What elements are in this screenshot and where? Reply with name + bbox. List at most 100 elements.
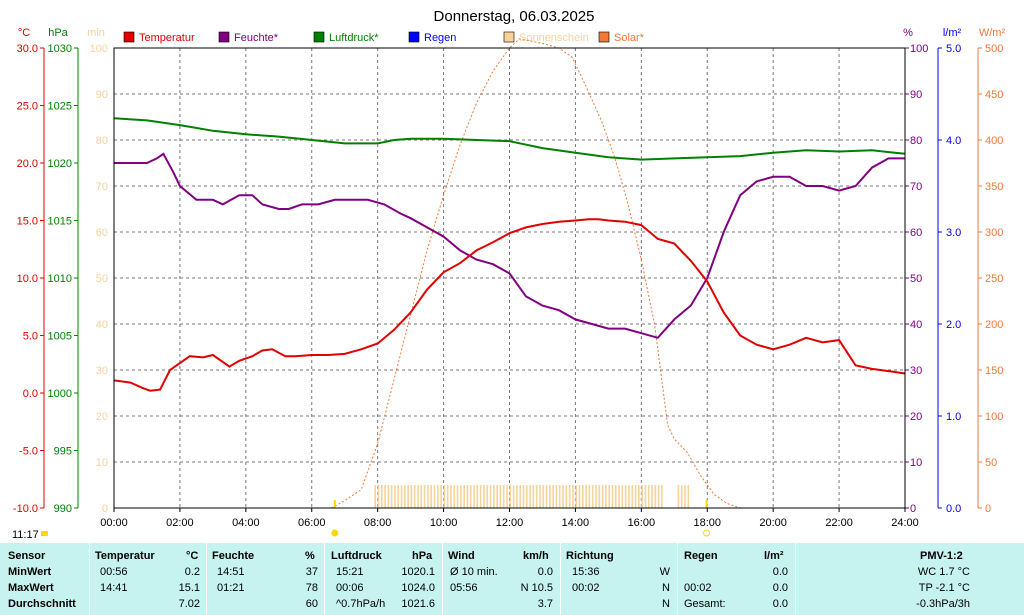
sensor-header: Sensor: [8, 550, 46, 562]
chart-legend: Temperatur Feuchte* Luftdruck* Regen Sonnens…: [123, 31, 645, 44]
sunshine-bar: [634, 485, 637, 508]
stat-dir-time: 15:36: [572, 566, 600, 578]
sunshine-bar: [496, 485, 498, 508]
sunshine-bar: [446, 485, 449, 508]
time-marker: [41, 531, 48, 536]
sunshine-bar: [476, 485, 479, 508]
pressure-tick-label: 995: [54, 446, 72, 458]
sunshine-bar: [489, 485, 492, 508]
sun-markers: [331, 500, 711, 537]
stat-hum-val: 78: [305, 582, 318, 594]
solar-tick-label: 250: [985, 273, 1003, 285]
axis-ticks: 30.025.020.015.010.05.00.0-5.0-10.010301…: [13, 43, 1003, 529]
pressure-unit: hPa: [412, 550, 433, 562]
temp-tick-label: 0.0: [23, 388, 38, 400]
sunshine-bar: [443, 485, 446, 508]
solar-tick-label: 0: [985, 503, 991, 515]
sunshine-bar: [440, 485, 442, 508]
axes-titles: °C hPa min % l/m² W/m²: [18, 27, 1006, 39]
rain-tick-label: 5.0: [946, 43, 961, 55]
series-feuchte-line: [114, 152, 905, 339]
sunshine-bar: [377, 485, 380, 508]
stat-hum-val: 37: [305, 566, 318, 578]
sunshine-bar: [473, 485, 475, 508]
x-tick-label: 08:00: [364, 517, 392, 529]
sunshine-bar: [413, 485, 416, 508]
sunshine-bar: [532, 485, 535, 508]
sunshine-bar: [486, 485, 489, 508]
stat-press-time: 00:06: [336, 582, 364, 594]
sunshine-bar: [621, 485, 624, 508]
sunshine-bar: [483, 485, 485, 508]
sunshine-bar: [585, 485, 587, 508]
stat-label: MinWert: [8, 566, 52, 578]
stat-dir-val: N: [662, 582, 670, 594]
time-label: 11:17: [12, 529, 39, 541]
sunshine-bar: [394, 485, 396, 508]
sun-tick-label: 70: [96, 181, 108, 193]
temp-tick-label: -10.0: [13, 503, 38, 515]
legend-swatch: [408, 31, 420, 43]
sunshine-bar: [506, 485, 508, 508]
sun-tick-label: 60: [96, 227, 108, 239]
sunshine-bar: [562, 485, 564, 508]
sunshine-bar: [684, 485, 686, 508]
stat-wind-val: N 10.5: [520, 582, 553, 594]
legend-swatch: [313, 31, 325, 43]
rain-tick-label: 4.0: [946, 135, 961, 147]
temp-unit: °C: [186, 550, 199, 562]
x-tick-label: 10:00: [430, 517, 458, 529]
stat-hum-time: 14:51: [217, 566, 245, 578]
pressure-tick-label: 990: [54, 503, 72, 515]
sunshine-bar: [654, 485, 657, 508]
humidity-tick-label: 30: [910, 365, 922, 377]
stat-rain-val: 0.0: [772, 582, 788, 594]
pressure-tick-label: 1030: [48, 43, 72, 55]
plot-frame: [113, 47, 906, 509]
rain-tick-label: 2.0: [946, 319, 961, 331]
sunshine-bar: [555, 485, 558, 508]
sunshine-bar: [611, 485, 614, 508]
pressure-tick-label: 1020: [48, 158, 72, 170]
legend-label: Temperatur: [139, 32, 195, 44]
x-tick-label: 14:00: [562, 517, 590, 529]
legend-label: Solar*: [614, 32, 645, 44]
sunshine-bar: [384, 485, 386, 508]
sun-axis-title: min: [87, 27, 105, 39]
sunshine-bar: [647, 485, 650, 508]
sunshine-bar: [529, 485, 531, 508]
sunshine-bar: [598, 485, 601, 508]
humidity-tick-label: 0: [910, 503, 916, 515]
rain-header: Regen: [684, 550, 718, 562]
solar-tick-label: 400: [985, 135, 1003, 147]
stat-temp-val: 7.02: [178, 598, 200, 610]
sunshine-bar: [677, 485, 680, 508]
humidity-unit: %: [305, 550, 315, 562]
sunshine-bar: [618, 485, 620, 508]
x-tick-label: 20:00: [759, 517, 787, 529]
x-tick-label: 24:00: [891, 517, 919, 529]
solar-tick-label: 50: [985, 457, 997, 469]
pressure-tick-label: 1005: [48, 331, 72, 343]
sunshine-bar: [516, 485, 518, 508]
humidity-tick-label: 40: [910, 319, 922, 331]
legend-label: Regen: [424, 32, 456, 44]
wind-unit: km/h: [523, 550, 549, 562]
sunshine-bar: [591, 485, 594, 508]
legend-label: Luftdruck*: [329, 32, 379, 44]
sunshine-bar: [387, 485, 390, 508]
sunshine-bar: [456, 485, 459, 508]
sunshine-bar: [374, 485, 376, 508]
stat-hum-time: 01:21: [217, 582, 245, 594]
sunshine-bar: [450, 485, 452, 508]
wind-header: Wind: [448, 550, 475, 562]
rain-tick-label: 0.0: [946, 503, 961, 515]
legend-swatch: [503, 31, 515, 43]
x-tick-label: 16:00: [628, 517, 656, 529]
temp-tick-label: 30.0: [17, 43, 38, 55]
x-tick-label: 18:00: [693, 517, 721, 529]
sunshine-bar: [479, 485, 482, 508]
sunshine-bar: [427, 485, 429, 508]
rain-tick-label: 3.0: [946, 227, 961, 239]
sunshine-bar: [420, 485, 423, 508]
